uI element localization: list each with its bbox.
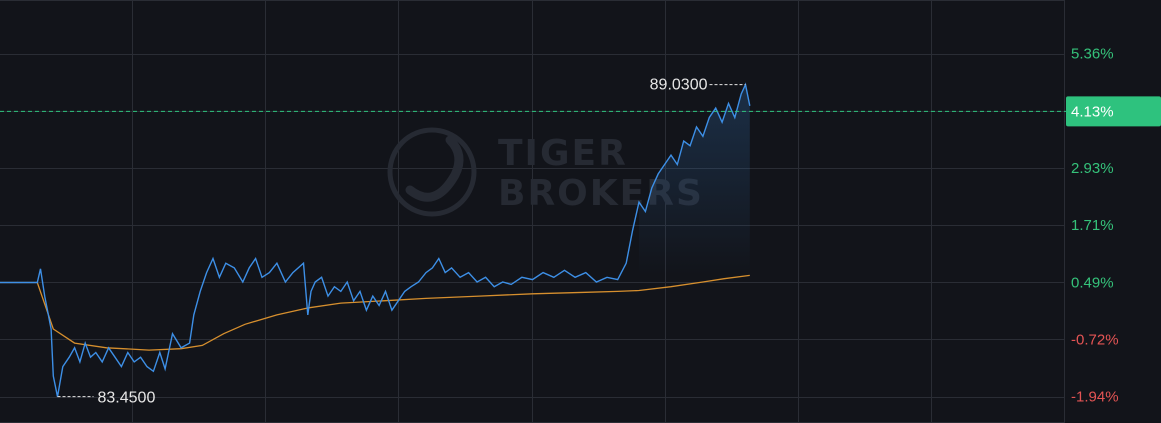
high-price-label: 89.0300	[650, 77, 708, 94]
y-axis: 5.36% 4.13% 2.93% 1.71% 0.49% -0.72% -1.94%	[1066, 46, 1161, 406]
y-tick-label: 4.13%	[1071, 103, 1114, 120]
current-change-badge	[1066, 96, 1161, 127]
low-price-label: 83.4500	[98, 390, 156, 407]
y-tick-label: 2.93%	[1071, 160, 1114, 177]
tiger-logo-icon	[387, 127, 477, 217]
y-tick-label: 1.71%	[1071, 217, 1114, 234]
y-tick-label: -0.72%	[1071, 331, 1119, 348]
y-tick-label: 5.36%	[1071, 46, 1114, 63]
y-tick-label: -1.94%	[1071, 389, 1119, 406]
average-price-line	[0, 274, 750, 351]
watermark-line1: TIGER	[498, 133, 628, 174]
y-tick-label: 0.49%	[1071, 274, 1114, 291]
price-area-fill	[639, 84, 750, 276]
price-line	[0, 82, 751, 397]
